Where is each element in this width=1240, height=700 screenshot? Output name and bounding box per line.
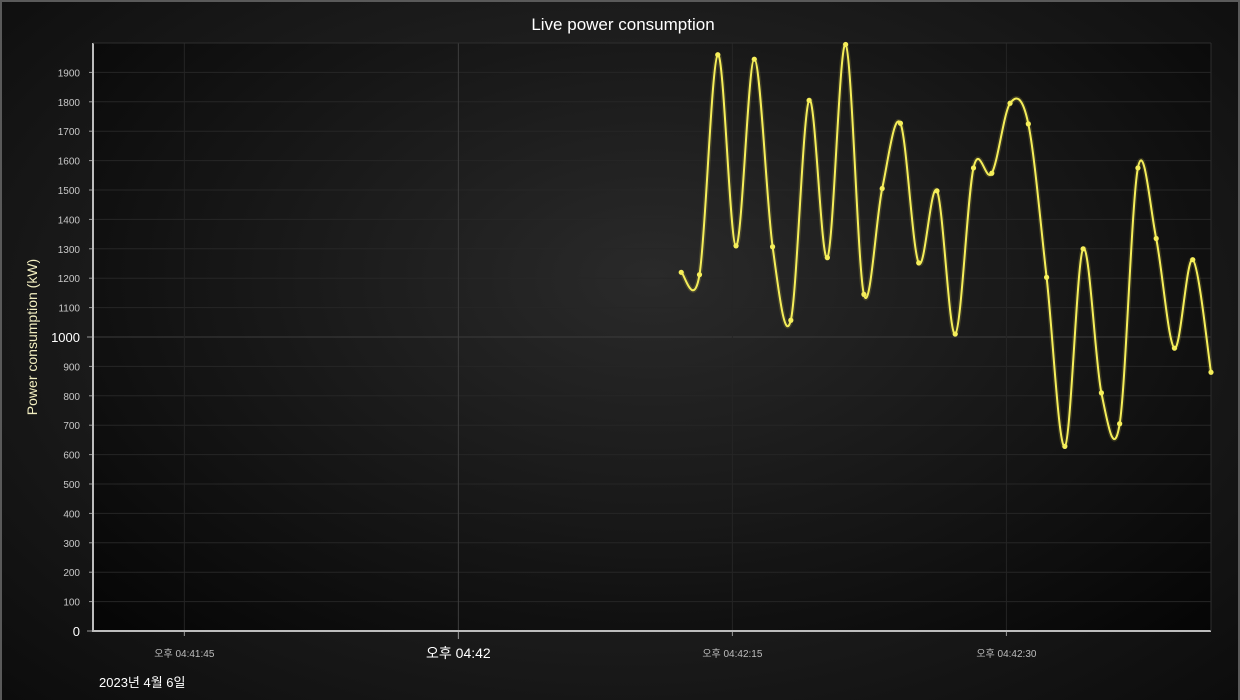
y-tick-label: 800 bbox=[63, 392, 80, 403]
y-tick-label: 300 bbox=[63, 539, 80, 550]
axes bbox=[87, 42, 1212, 639]
x-tick-label: 오후 04:42:30 bbox=[976, 648, 1037, 660]
data-point bbox=[1062, 443, 1068, 449]
grid-lines bbox=[93, 43, 1211, 631]
data-point bbox=[843, 41, 849, 48]
y-tick-label: 600 bbox=[63, 451, 80, 462]
y-tick-label: 500 bbox=[63, 480, 80, 491]
y-tick-label: 200 bbox=[63, 568, 80, 579]
data-point bbox=[715, 52, 721, 58]
data-point bbox=[788, 317, 794, 323]
data-point bbox=[1080, 246, 1086, 252]
y-tick-label: 700 bbox=[63, 421, 80, 432]
data-point bbox=[678, 269, 684, 275]
data-point bbox=[970, 165, 977, 171]
y-tick-label: 100 bbox=[63, 598, 80, 609]
date-label: 2023년 4월 6일 bbox=[99, 675, 185, 690]
data-point bbox=[733, 243, 739, 249]
y-tick-label: 900 bbox=[63, 362, 80, 373]
y-tick-label: 1400 bbox=[58, 215, 81, 226]
data-point bbox=[879, 185, 885, 192]
data-point bbox=[1208, 369, 1214, 375]
y-tick-label: 1200 bbox=[58, 274, 81, 285]
y-tick-label: 1600 bbox=[58, 157, 81, 168]
y-tick-label: 1000 bbox=[51, 330, 80, 345]
data-point bbox=[1025, 121, 1031, 127]
data-point bbox=[1007, 100, 1013, 106]
chart-title: Live power consumption bbox=[531, 15, 714, 34]
y-tick-label: 1700 bbox=[58, 127, 81, 138]
data-point bbox=[1098, 390, 1104, 396]
data-point bbox=[952, 331, 958, 337]
series-layer bbox=[678, 41, 1214, 449]
y-tick-label: 1500 bbox=[58, 186, 81, 197]
x-tick-label: 오후 04:41:45 bbox=[154, 648, 215, 660]
y-tick-label: 1900 bbox=[58, 68, 81, 79]
y-tick-label: 0 bbox=[73, 624, 80, 639]
x-tick-label: 오후 04:42:15 bbox=[702, 648, 763, 660]
y-tick-label: 1300 bbox=[58, 245, 81, 256]
data-point bbox=[824, 255, 830, 261]
y-axis-label: Power consumption (kW) bbox=[24, 259, 40, 415]
data-point bbox=[934, 188, 940, 194]
y-tick-label: 1100 bbox=[58, 304, 80, 315]
data-point bbox=[1135, 165, 1141, 171]
data-point bbox=[916, 260, 922, 266]
x-tick-label: 오후 04:42 bbox=[426, 645, 491, 661]
data-point bbox=[989, 170, 995, 176]
data-point bbox=[1190, 257, 1196, 263]
data-point bbox=[696, 272, 703, 278]
y-tick-label: 400 bbox=[63, 509, 80, 520]
data-point bbox=[1171, 345, 1178, 351]
data-point bbox=[1117, 421, 1123, 427]
y-tick-label: 1800 bbox=[58, 98, 81, 109]
data-point bbox=[897, 120, 904, 126]
data-point bbox=[1043, 274, 1050, 280]
y-tick-labels: 0 100 200 300 400 500 600 700 800 900 1000 1100 1200… bbox=[51, 68, 80, 639]
data-point bbox=[806, 97, 812, 103]
x-tick-labels: 오후 04:41:45 오후 04:42 오후 04:42:15 오후 04:42:3… bbox=[154, 645, 1037, 661]
data-point bbox=[861, 291, 867, 297]
data-point bbox=[1153, 235, 1159, 242]
data-point bbox=[769, 244, 776, 250]
data-point bbox=[751, 56, 757, 62]
